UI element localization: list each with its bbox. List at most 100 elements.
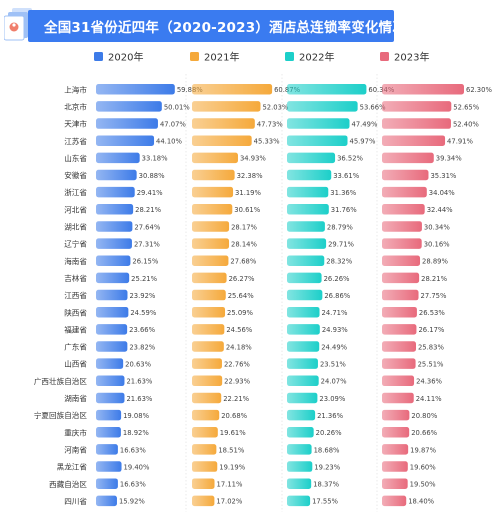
value-label-0-23: 16.63% xyxy=(120,481,146,489)
value-label-3-13: 26.53% xyxy=(419,309,445,317)
value-label-2-1: 53.66% xyxy=(360,103,386,111)
bar-0-7 xyxy=(96,204,134,215)
bar-2-18 xyxy=(287,392,318,404)
bar-1-6 xyxy=(192,186,234,198)
value-label-0-11: 25.21% xyxy=(131,275,157,283)
value-label-0-10: 26.15% xyxy=(132,258,158,266)
bar-0-11 xyxy=(96,272,130,284)
value-label-1-23: 17.11% xyxy=(217,481,243,489)
bar-3-4 xyxy=(382,152,434,164)
bar-2-6 xyxy=(287,186,329,198)
bar-1-20 xyxy=(192,427,218,438)
value-label-3-6: 34.04% xyxy=(429,189,455,197)
value-label-1-3: 45.33% xyxy=(254,138,280,146)
bar-3-18 xyxy=(382,392,414,404)
province-label: 湖南省 xyxy=(64,393,87,403)
bar-1-24 xyxy=(192,495,215,507)
value-label-3-2: 52.40% xyxy=(453,120,479,128)
value-label-0-22: 19.40% xyxy=(124,463,150,471)
value-label-2-24: 17.55% xyxy=(312,498,338,506)
value-label-2-16: 23.51% xyxy=(320,361,346,369)
bar-3-21 xyxy=(382,444,409,455)
value-label-3-10: 28.89% xyxy=(422,258,448,266)
value-label-1-22: 19.19% xyxy=(219,463,245,471)
province-label: 上海市 xyxy=(64,84,87,94)
value-label-0-17: 21.63% xyxy=(126,378,152,386)
value-label-0-15: 23.82% xyxy=(129,343,155,351)
bar-3-19 xyxy=(382,409,410,421)
bar-2-9 xyxy=(287,238,327,249)
value-label-0-14: 23.66% xyxy=(129,326,155,334)
value-label-0-9: 27.31% xyxy=(134,240,160,248)
bar-0-13 xyxy=(96,306,129,318)
province-label: 安徽省 xyxy=(64,170,87,180)
legend-label-1: 2021年 xyxy=(204,51,239,64)
value-label-2-12: 26.86% xyxy=(324,292,350,300)
value-label-1-7: 30.61% xyxy=(234,206,260,214)
bar-2-12 xyxy=(287,289,323,301)
bar-1-4 xyxy=(192,152,238,164)
bar-2-16 xyxy=(287,358,318,369)
bar-1-18 xyxy=(192,392,222,404)
legend-swatch-1 xyxy=(190,52,199,61)
value-label-0-0: 59.88% xyxy=(177,86,203,94)
value-label-1-14: 24.56% xyxy=(226,326,252,334)
title-banner: 全国31省份近四年（2020-2023）酒店总连锁率变化情况 xyxy=(0,0,500,44)
bar-3-2 xyxy=(382,118,451,129)
legend-label-2: 2022年 xyxy=(299,51,334,64)
value-label-2-0: 60.34% xyxy=(368,86,394,94)
bar-2-11 xyxy=(287,272,322,284)
province-label: 西藏自治区 xyxy=(49,479,87,489)
value-label-3-7: 32.44% xyxy=(427,206,453,214)
value-label-3-19: 20.80% xyxy=(411,412,437,420)
bar-2-15 xyxy=(287,341,320,352)
value-label-2-20: 20.26% xyxy=(316,429,342,437)
province-label: 福建省 xyxy=(64,324,87,334)
bar-2-10 xyxy=(287,255,325,266)
bar-1-15 xyxy=(192,341,224,352)
bar-0-12 xyxy=(96,289,128,301)
bar-1-1 xyxy=(192,101,261,112)
bar-0-3 xyxy=(96,135,155,146)
value-label-0-4: 33.18% xyxy=(142,155,168,163)
value-label-3-21: 19.87% xyxy=(410,446,436,454)
bar-1-5 xyxy=(192,169,235,181)
bar-0-24 xyxy=(96,495,117,507)
value-label-2-21: 18.68% xyxy=(314,446,340,454)
value-label-2-4: 36.52% xyxy=(337,155,363,163)
value-label-1-11: 26.27% xyxy=(229,275,255,283)
bar-3-12 xyxy=(382,289,419,301)
value-label-2-22: 19.23% xyxy=(314,463,340,471)
bar-2-19 xyxy=(287,409,316,421)
value-label-3-8: 30.34% xyxy=(424,223,450,231)
value-label-3-0: 62.30% xyxy=(466,86,492,94)
province-label: 天津市 xyxy=(64,119,87,129)
value-label-0-20: 18.92% xyxy=(123,429,149,437)
bar-3-6 xyxy=(382,186,427,198)
bar-0-23 xyxy=(96,478,118,489)
value-label-3-14: 26.17% xyxy=(418,326,444,334)
province-label: 黑龙江省 xyxy=(57,462,88,472)
value-label-0-18: 21.63% xyxy=(126,395,152,403)
bar-3-0 xyxy=(382,84,464,95)
value-label-3-1: 52.65% xyxy=(453,103,479,111)
logo-icon xyxy=(4,8,32,41)
value-label-1-18: 22.21% xyxy=(223,395,249,403)
bar-0-8 xyxy=(96,221,133,232)
value-label-0-24: 15.92% xyxy=(119,498,145,506)
province-label: 浙江省 xyxy=(64,187,87,197)
value-label-0-21: 16.63% xyxy=(120,446,146,454)
value-label-3-9: 30.16% xyxy=(424,240,450,248)
bar-2-5 xyxy=(287,169,332,181)
value-label-2-5: 33.61% xyxy=(333,172,359,180)
value-label-2-8: 28.79% xyxy=(327,223,353,231)
bar-0-9 xyxy=(96,238,132,249)
value-label-1-13: 25.09% xyxy=(227,309,253,317)
bar-3-23 xyxy=(382,478,408,489)
legend-label-3: 2023年 xyxy=(394,51,429,64)
value-label-3-15: 25.83% xyxy=(418,343,444,351)
bar-3-20 xyxy=(382,427,410,438)
bar-2-23 xyxy=(287,478,312,489)
province-label: 江西省 xyxy=(64,290,87,300)
bar-2-22 xyxy=(287,461,313,472)
